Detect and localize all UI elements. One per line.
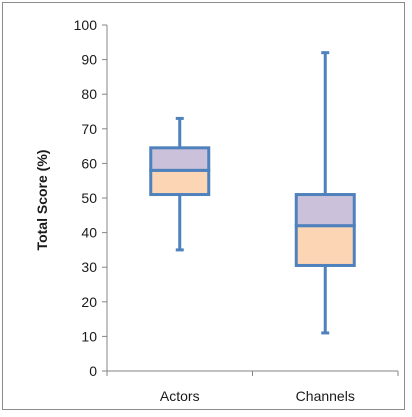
y-tick-label: 20	[81, 294, 97, 310]
upper-box	[294, 193, 356, 228]
upper-box	[149, 146, 211, 172]
y-tick-label: 80	[81, 86, 97, 102]
y-tick-label: 50	[81, 190, 97, 206]
x-tick-label: Actors	[160, 388, 200, 404]
y-tick-label: 10	[81, 328, 97, 344]
y-tick-label: 90	[81, 52, 97, 68]
boxes	[149, 51, 356, 335]
y-tick-label: 60	[81, 155, 97, 171]
y-tick-label: 40	[81, 225, 97, 241]
x-tick-label: Channels	[296, 388, 355, 404]
box-actors	[149, 116, 211, 252]
lower-box	[149, 168, 211, 197]
lower-box	[294, 224, 356, 267]
y-axis-label: Total Score (%)	[34, 150, 50, 251]
y-tick-label: 100	[74, 17, 98, 33]
box-channels	[294, 51, 356, 335]
y-tick-label: 30	[81, 259, 97, 275]
tick-labels: 0 10 20 30 40 50 60 70 80 90 100 Actors Channels	[74, 17, 355, 404]
y-tick-label: 70	[81, 121, 97, 137]
y-tick-label: 0	[89, 363, 97, 379]
axes	[102, 24, 399, 376]
